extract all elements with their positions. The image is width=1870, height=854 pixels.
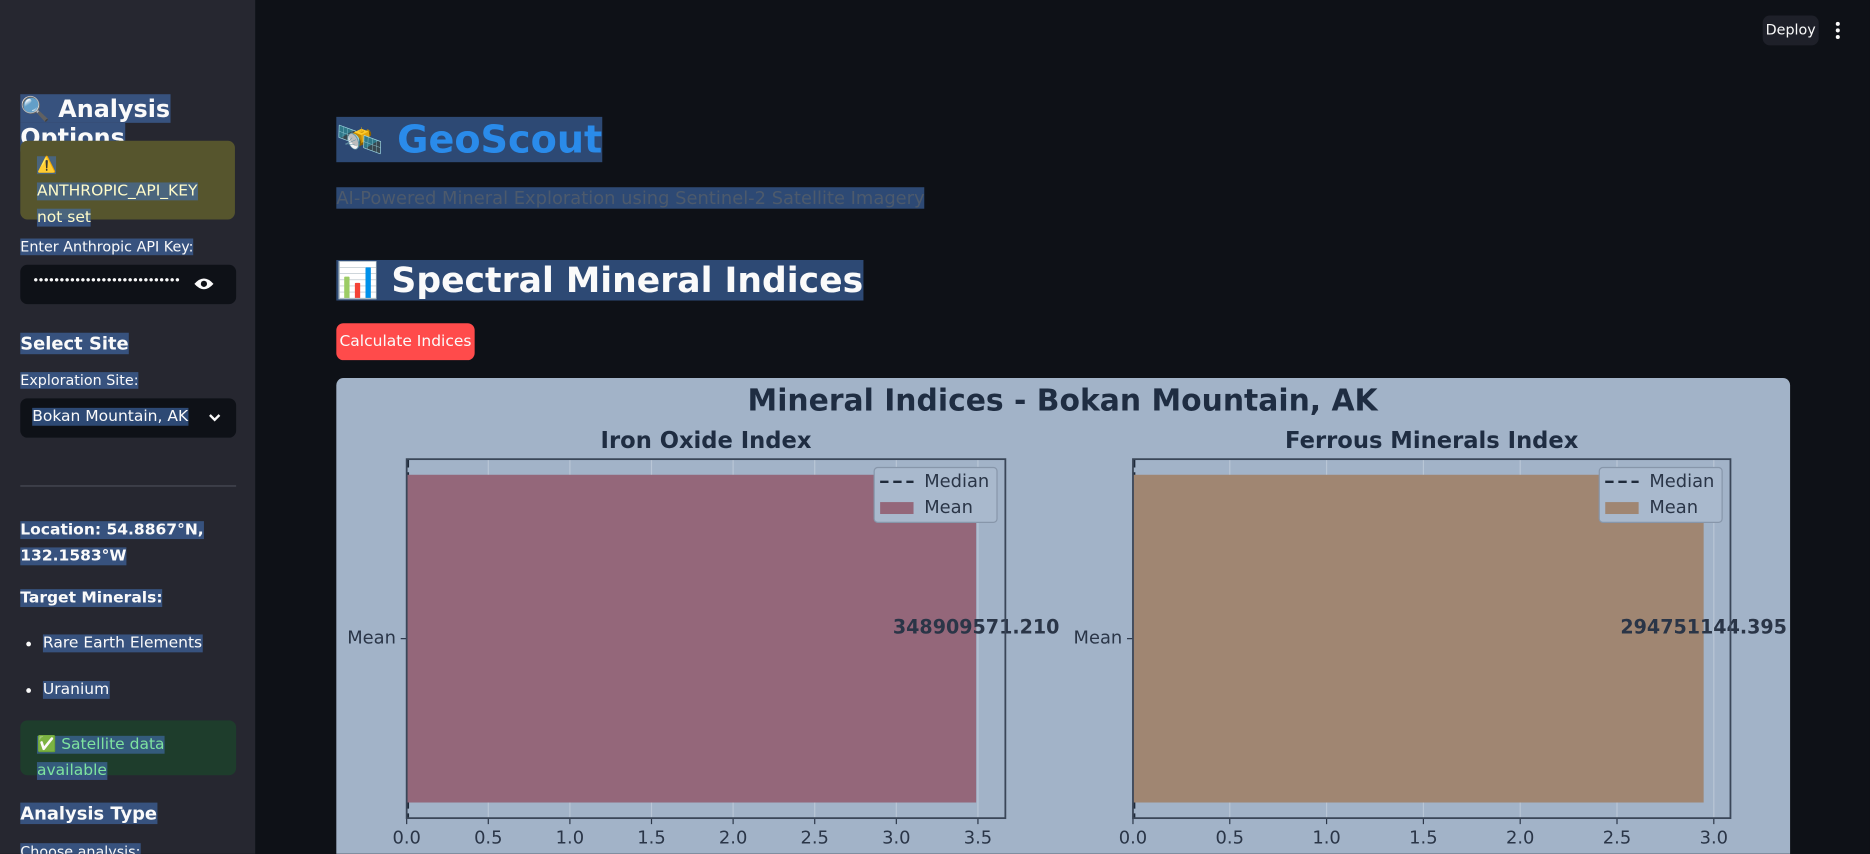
x-tick-label: 2.5 xyxy=(1603,827,1631,848)
text: Deploy xyxy=(1765,21,1816,39)
text: 📊 Spectral Mineral Indices xyxy=(336,259,864,301)
y-tick-label: Mean xyxy=(1074,628,1123,649)
masked-text: •••••••••••••••••••••••••••••••• xyxy=(32,274,180,288)
text: Enter Anthropic API Key: xyxy=(20,238,194,256)
legend-label: Mean xyxy=(1649,497,1698,518)
axes-frame xyxy=(1132,458,1732,820)
list-item: Rare Earth Elements xyxy=(42,631,203,657)
x-tick-label: 2.5 xyxy=(801,827,829,848)
text: Target Minerals: xyxy=(20,589,163,608)
x-tick-label: 0.0 xyxy=(392,827,420,848)
data-label: 348909571.210 xyxy=(893,616,1060,638)
text: Analysis Type xyxy=(20,802,158,825)
label: Exploration Site: xyxy=(20,372,139,389)
app-title: 🛰️ GeoScout xyxy=(336,116,603,163)
eye-icon[interactable] xyxy=(193,275,214,292)
x-tick-label: 0.5 xyxy=(1216,827,1244,848)
text: 🔍 Analysis Options xyxy=(20,94,171,152)
api-key-input[interactable]: •••••••••••••••••••••••••••••••• xyxy=(20,264,237,305)
x-tick-label: 1.5 xyxy=(637,827,665,848)
text: Uranium xyxy=(42,680,110,699)
menu-icon[interactable] xyxy=(1832,19,1844,43)
text: Calculate Indices xyxy=(339,332,472,351)
sidebar: 🔍 Analysis Options ⚠️ ANTHROPIC_API_KEY … xyxy=(0,0,256,854)
list-item: Uranium xyxy=(42,677,202,703)
text: Choose analysis: xyxy=(20,843,141,854)
divider xyxy=(20,485,237,487)
sidebar-heading: 🔍 Analysis Options xyxy=(20,94,255,152)
section-heading: 📊 Spectral Mineral Indices xyxy=(336,259,864,302)
legend-swatch xyxy=(880,502,914,515)
x-tick-label: 1.0 xyxy=(1312,827,1340,848)
data-label: 294751144.395 xyxy=(1620,616,1787,638)
axes-frame xyxy=(405,458,1007,820)
sidebar-heading: Select Site xyxy=(20,332,129,355)
y-tick-label: Mean xyxy=(347,628,396,649)
figure-title: Mineral Indices - Bokan Mountain, AK xyxy=(748,383,1379,418)
chart-title: Ferrous Minerals Index xyxy=(1285,428,1579,454)
site-select[interactable]: Bokan Mountain, AK xyxy=(20,398,237,438)
legend-label: Median xyxy=(924,471,989,492)
target-list: Rare Earth Elements Uranium xyxy=(42,631,203,704)
x-tick-label: 3.0 xyxy=(882,827,910,848)
text: 🛰️ GeoScout xyxy=(336,116,603,163)
chevron-icon xyxy=(209,414,221,422)
deploy-button[interactable]: Deploy xyxy=(1762,15,1819,46)
calculate-button[interactable]: Calculate Indices xyxy=(336,323,475,361)
success-box: ✅ Satellite data available xyxy=(20,720,237,780)
location: Location: 54.8867°N, 132.1583°W xyxy=(20,518,223,570)
chart-title: Iron Oxide Index xyxy=(601,428,812,454)
x-tick-label: 2.0 xyxy=(719,827,747,848)
sidebar-heading: Analysis Type xyxy=(20,802,158,825)
x-tick-label: 3.5 xyxy=(964,827,992,848)
x-tick-label: 0.5 xyxy=(474,827,502,848)
x-tick-label: 3.0 xyxy=(1700,827,1728,848)
subtitle: AI-Powered Mineral Exploration using Sen… xyxy=(336,187,925,209)
label: Target Minerals: xyxy=(20,586,163,612)
bar xyxy=(1132,474,1704,803)
warning-box: ⚠️ ANTHROPIC_API_KEY not set xyxy=(20,140,235,227)
legend-label: Mean xyxy=(924,497,973,518)
text: Rare Earth Elements xyxy=(42,634,203,653)
label: Enter Anthropic API Key: xyxy=(20,238,194,256)
x-tick-label: 1.0 xyxy=(556,827,584,848)
text: AI-Powered Mineral Exploration using Sen… xyxy=(336,187,925,209)
text: Bokan Mountain, AK xyxy=(32,407,189,426)
legend-label: Median xyxy=(1649,471,1714,492)
legend-swatch xyxy=(1605,502,1639,515)
text: Exploration Site: xyxy=(20,372,139,389)
x-tick-label: 2.0 xyxy=(1506,827,1534,848)
x-tick-label: 1.5 xyxy=(1409,827,1437,848)
x-tick-label: 0.0 xyxy=(1119,827,1147,848)
label: Choose analysis: xyxy=(20,843,141,854)
bar xyxy=(406,474,977,803)
text: Select Site xyxy=(20,332,129,355)
